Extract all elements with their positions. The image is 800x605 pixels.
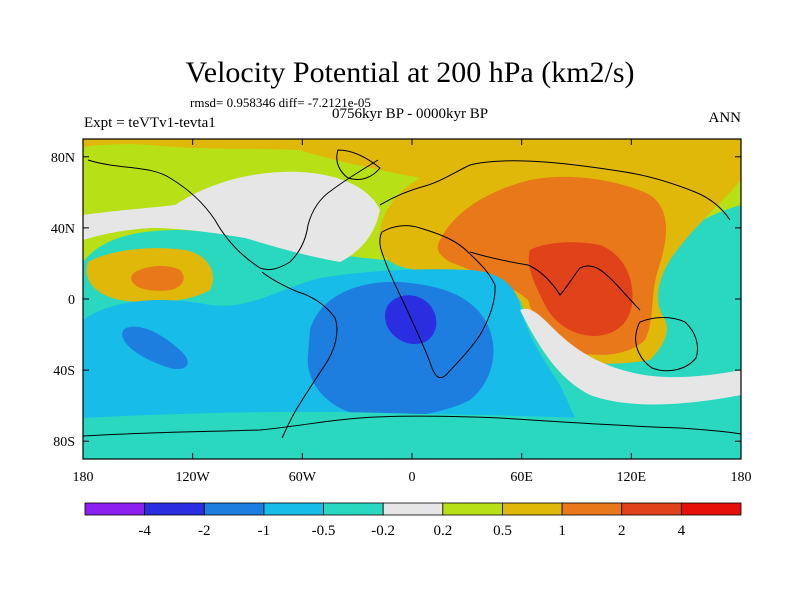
x-tick-label: 120E bbox=[617, 470, 647, 485]
colorbar-label: -2 bbox=[198, 523, 211, 539]
region-india-center bbox=[528, 242, 633, 336]
colorbar-box bbox=[621, 502, 682, 516]
season-label: ANN bbox=[709, 110, 742, 126]
colorbar-box bbox=[502, 502, 563, 516]
region-southern-polar bbox=[83, 411, 741, 459]
y-tick-label: 0 bbox=[68, 293, 75, 308]
chart-title: Velocity Potential at 200 hPa (km2/s) bbox=[185, 56, 634, 89]
colorbar-label: -1 bbox=[258, 523, 271, 539]
coastline-greenland bbox=[336, 149, 381, 181]
colorbar-label: -0.5 bbox=[312, 523, 336, 539]
colorbar-label: -0.2 bbox=[371, 523, 395, 539]
period-label: 0756kyr BP - 0000kyr BP bbox=[332, 106, 488, 122]
experiment-label: Expt = teVTv1-tevta1 bbox=[84, 115, 216, 131]
map-field bbox=[83, 139, 741, 459]
stats-line: rmsd= 0.958346 diff= -7.2121e-05 bbox=[190, 95, 371, 110]
coastlines bbox=[83, 149, 741, 439]
colorbar-box bbox=[84, 502, 146, 516]
colorbar-label: 0.5 bbox=[493, 523, 512, 539]
y-tick-label: 80S bbox=[53, 435, 75, 450]
colorbar-box bbox=[323, 502, 384, 516]
region-southern-atlantic-minimum bbox=[307, 281, 494, 417]
colorbar-box bbox=[382, 502, 444, 516]
colorbar: -4 -2 -1 -0.5 -0.2 0.2 0.5 1 2 4 bbox=[84, 502, 742, 539]
x-tick-label: 120W bbox=[176, 470, 211, 485]
coastline-south-america bbox=[261, 271, 338, 439]
colorbar-label: -4 bbox=[138, 523, 151, 539]
region-north-atlantic-neutral bbox=[83, 171, 380, 262]
x-tick-label: 180 bbox=[73, 470, 94, 485]
colorbar-box bbox=[203, 502, 265, 516]
colorbar-label: 2 bbox=[618, 523, 626, 539]
coastline-north-america bbox=[87, 159, 379, 271]
colorbar-label: 0.2 bbox=[433, 523, 452, 539]
colorbar-box bbox=[263, 502, 324, 516]
region-eastern-pacific-center bbox=[131, 266, 184, 291]
x-tick-label: 180 bbox=[731, 470, 752, 485]
y-tick-label: 40N bbox=[51, 222, 75, 237]
x-tick-label: 60W bbox=[289, 470, 317, 485]
coastline-south-asia bbox=[469, 251, 641, 311]
coastline-antarctica bbox=[83, 415, 741, 437]
coastline-africa bbox=[379, 225, 496, 379]
coastline-europe-asia bbox=[379, 160, 731, 221]
coastline-australia bbox=[635, 317, 699, 372]
y-tick-label: 40S bbox=[53, 364, 75, 379]
colorbar-box bbox=[144, 502, 205, 516]
x-axis: 180 120W 60W 0 60E 120E 180 bbox=[73, 139, 752, 485]
region-africa-minimum bbox=[385, 295, 437, 345]
x-tick-label: 0 bbox=[409, 470, 416, 485]
colorbar-box bbox=[561, 502, 623, 516]
region-southern-indian-neutral bbox=[520, 308, 741, 405]
colorbar-box bbox=[680, 502, 742, 516]
y-axis: 80N 40N 0 40S 80S bbox=[51, 151, 741, 450]
colorbar-label: 4 bbox=[678, 523, 686, 539]
region-southeast-pacific-minimum bbox=[122, 326, 188, 370]
colorbar-label: 1 bbox=[558, 523, 566, 539]
y-tick-label: 80N bbox=[51, 151, 75, 166]
x-tick-label: 60E bbox=[510, 470, 533, 485]
colorbar-box bbox=[442, 502, 503, 516]
